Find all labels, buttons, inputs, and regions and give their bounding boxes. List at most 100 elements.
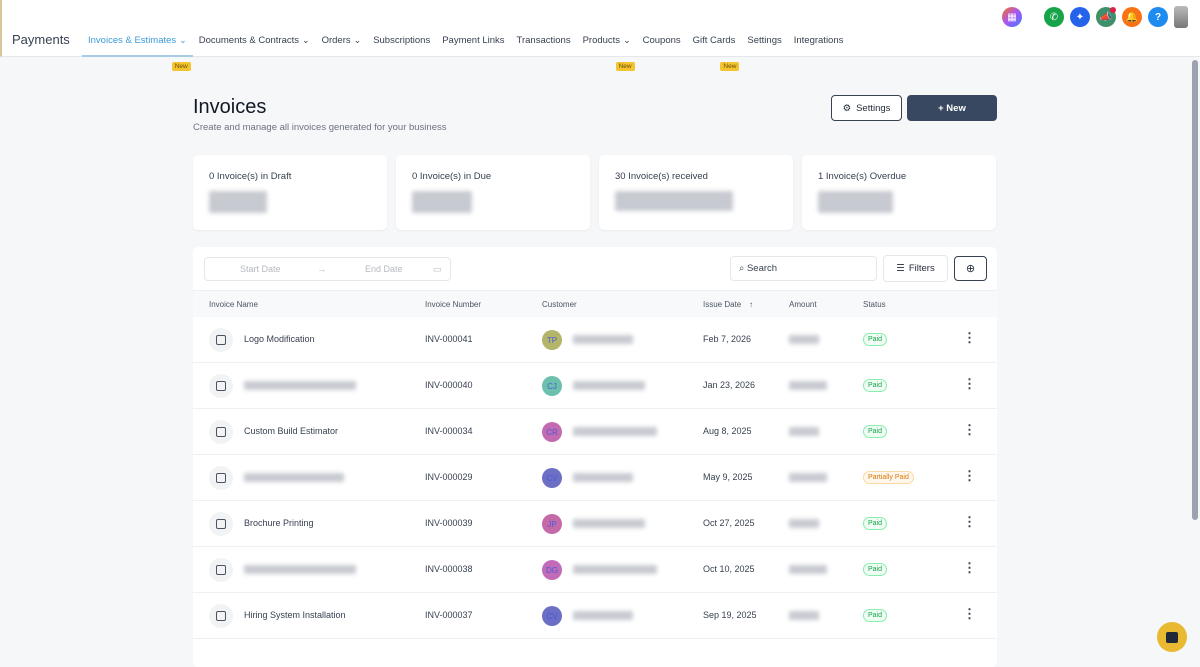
table-row[interactable]: INV-000029 CV May 9, 2025 Partially Paid… (193, 455, 997, 501)
card-value-redacted (818, 191, 893, 213)
card-label: 30 Invoice(s) received (615, 171, 708, 182)
row-checkbox[interactable] (209, 466, 233, 490)
bell-icon[interactable]: 🔔 (1122, 7, 1142, 27)
status-badge: Paid (863, 425, 888, 438)
settings-button[interactable]: ⚙ Settings (831, 95, 902, 121)
nav-label: Coupons (642, 35, 681, 46)
invoice-number: INV-000037 (425, 610, 473, 620)
customer-name-redacted (573, 473, 633, 482)
more-options-icon[interactable]: ⋮ (963, 606, 976, 621)
summary-card: 0 Invoice(s) in Due (396, 155, 590, 230)
amount-redacted (789, 381, 827, 390)
customer-avatar: CJ (542, 376, 562, 396)
download-button[interactable]: ⊕ (954, 256, 987, 281)
nav-label: Invoices & Estimates (88, 35, 177, 46)
issue-date: Sep 19, 2025 (703, 610, 757, 620)
amount-redacted (789, 611, 819, 620)
row-checkbox[interactable] (209, 558, 233, 582)
nav-orders[interactable]: Orders ⌄ (316, 35, 368, 57)
nav-products[interactable]: Products ⌄ New (577, 35, 637, 71)
invoice-number: INV-000034 (425, 426, 473, 436)
nav-payment-links[interactable]: Payment Links (436, 35, 510, 57)
nav-invoices-estimates[interactable]: Invoices & Estimates ⌄ New (82, 35, 193, 71)
nav-gift-cards[interactable]: Gift Cards New (687, 35, 742, 71)
col-status[interactable]: Status (863, 300, 886, 309)
customer-name-redacted (573, 565, 657, 574)
new-invoice-button[interactable]: + New (907, 95, 997, 121)
more-options-icon[interactable]: ⋮ (963, 422, 976, 437)
more-options-icon[interactable]: ⋮ (963, 376, 976, 391)
help-icon[interactable]: ? (1148, 7, 1168, 27)
issue-date: Oct 10, 2025 (703, 564, 755, 574)
invoice-name-redacted (244, 473, 344, 482)
app-launcher-icon[interactable]: ▦ (1002, 7, 1022, 27)
search-input[interactable]: ⌕ Search (730, 256, 877, 281)
col-invoice-number[interactable]: Invoice Number (425, 300, 482, 309)
megaphone-icon[interactable]: 📣 (1096, 7, 1116, 27)
invoice-name[interactable]: Custom Build Estimator (244, 426, 339, 436)
app-title: Payments (12, 32, 70, 47)
new-badge: New (615, 62, 635, 71)
end-date[interactable]: End Date (365, 264, 403, 274)
card-label: 0 Invoice(s) in Due (412, 171, 492, 182)
nav-label: Subscriptions (373, 35, 431, 46)
invoice-number: INV-000038 (425, 564, 473, 574)
row-checkbox[interactable] (209, 512, 233, 536)
nav-integrations[interactable]: Integrations (788, 35, 850, 57)
nav-coupons[interactable]: Coupons (637, 35, 687, 57)
more-options-icon[interactable]: ⋮ (963, 468, 976, 483)
card-value-redacted (615, 191, 733, 211)
date-range-picker[interactable]: Start Date → End Date ▭ (204, 257, 451, 281)
col-customer[interactable]: Customer (542, 300, 577, 309)
nav-transactions[interactable]: Transactions (511, 35, 577, 57)
issue-date: May 9, 2025 (703, 472, 753, 482)
nav-label: Transactions (516, 35, 571, 46)
customer-name-redacted (573, 519, 645, 528)
col-amount[interactable]: Amount (789, 300, 817, 309)
start-date[interactable]: Start Date (240, 264, 281, 274)
row-checkbox[interactable] (209, 328, 233, 352)
status-badge: Paid (863, 333, 888, 346)
top-icons: ▦ ✆ ✦ 📣 🔔 ? (1002, 6, 1188, 28)
invoice-table: Start Date → End Date ▭ ⌕ Search ☰ Filter… (193, 247, 997, 667)
settings-label: Settings (856, 102, 891, 114)
filters-button[interactable]: ☰ Filters (883, 255, 948, 282)
magic-icon[interactable]: ✦ (1070, 7, 1090, 27)
table-row[interactable]: Custom Build Estimator INV-000034 CR Aug… (193, 409, 997, 455)
phone-icon[interactable]: ✆ (1044, 7, 1064, 27)
table-row[interactable]: INV-000040 CJ Jan 23, 2026 Paid ⋮ (193, 363, 997, 409)
customer-name-redacted (573, 427, 657, 436)
search-placeholder: Search (746, 263, 778, 274)
invoice-name[interactable]: Brochure Printing (244, 518, 314, 528)
table-row[interactable]: Hiring System Installation INV-000037 CV… (193, 593, 997, 639)
row-checkbox[interactable] (209, 420, 233, 444)
invoice-name[interactable]: Logo Modification (244, 334, 315, 344)
table-row[interactable]: Logo Modification INV-000041 TP Feb 7, 2… (193, 317, 997, 363)
table-row[interactable]: INV-000038 DG Oct 10, 2025 Paid ⋮ (193, 547, 997, 593)
user-avatar[interactable] (1174, 6, 1188, 28)
summary-cards: 0 Invoice(s) in Draft 0 Invoice(s) in Due… (193, 155, 996, 230)
nav-documents-contracts[interactable]: Documents & Contracts ⌄ (193, 35, 316, 57)
col-invoice-name[interactable]: Invoice Name (209, 300, 258, 309)
invoice-name[interactable]: Hiring System Installation (244, 610, 346, 620)
gear-icon: ⚙ (842, 102, 852, 114)
row-checkbox[interactable] (209, 604, 233, 628)
chat-widget-button[interactable] (1157, 622, 1187, 652)
main-nav: Invoices & Estimates ⌄ New Documents & Cont… (82, 0, 850, 71)
more-options-icon[interactable]: ⋮ (963, 330, 976, 345)
arrow-icon: → (317, 264, 326, 274)
scrollbar[interactable] (1192, 60, 1198, 520)
table-row[interactable]: Brochure Printing INV-000039 JP Oct 27, … (193, 501, 997, 547)
nav-settings[interactable]: Settings (741, 35, 787, 57)
search-icon: ⌕ (739, 263, 745, 274)
nav-label: Documents & Contracts (198, 35, 300, 46)
more-options-icon[interactable]: ⋮ (963, 560, 976, 575)
customer-name-redacted (573, 381, 645, 390)
chevron-down-icon: ⌄ (623, 35, 631, 45)
row-checkbox[interactable] (209, 374, 233, 398)
col-issue-date[interactable]: Issue Date (703, 300, 742, 309)
nav-subscriptions[interactable]: Subscriptions (367, 35, 436, 57)
more-options-icon[interactable]: ⋮ (963, 514, 976, 529)
filters-label: Filters (908, 263, 935, 274)
sort-asc-icon[interactable]: ↑ (749, 300, 753, 309)
